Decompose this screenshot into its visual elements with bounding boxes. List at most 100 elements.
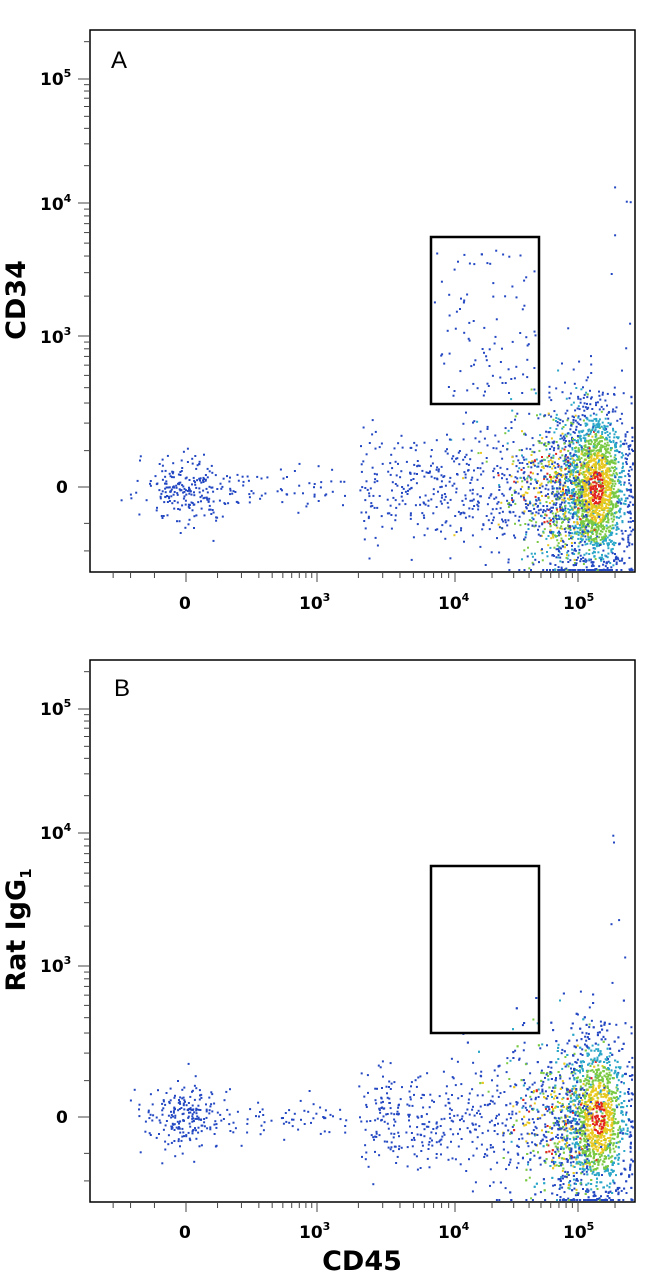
event-dot	[615, 526, 618, 529]
event-dot	[531, 512, 534, 515]
event-dot	[629, 517, 632, 520]
event-dot	[607, 444, 610, 447]
event-dot	[614, 459, 617, 462]
event-dot	[374, 478, 377, 481]
event-dot	[590, 1139, 593, 1142]
event-dot	[414, 449, 417, 452]
event-dot	[520, 468, 523, 471]
event-dot	[476, 503, 479, 506]
event-dot	[579, 1161, 582, 1164]
event-dot	[188, 507, 191, 509]
event-dot	[563, 1122, 566, 1124]
event-dot	[448, 314, 451, 317]
event-dot	[416, 460, 419, 462]
event-dot	[562, 426, 565, 428]
event-dot	[605, 474, 608, 477]
event-dot	[583, 505, 585, 508]
event-dot	[462, 477, 465, 480]
event-dot	[576, 515, 579, 518]
event-dot	[612, 495, 615, 498]
event-dot	[539, 534, 542, 537]
event-dot	[319, 486, 322, 489]
event-dot	[594, 520, 597, 523]
event-dot	[202, 489, 205, 492]
event-dot	[589, 1155, 592, 1158]
event-dot	[616, 473, 619, 476]
event-dot	[559, 507, 562, 510]
event-dot	[606, 430, 609, 433]
event-dot	[590, 535, 592, 538]
event-dot	[501, 533, 504, 536]
event-dot	[606, 1061, 609, 1064]
event-dot	[579, 540, 582, 543]
event-dot	[589, 1165, 592, 1168]
event-dot	[604, 1141, 607, 1144]
event-dot	[584, 532, 587, 535]
event-dot	[595, 404, 597, 407]
event-dot	[587, 406, 590, 409]
event-dot	[632, 450, 634, 452]
event-dot	[581, 535, 584, 538]
event-dot	[598, 426, 601, 429]
event-dot	[234, 491, 237, 493]
event-dot	[628, 452, 631, 455]
event-dot	[175, 486, 178, 489]
event-dot	[524, 433, 527, 436]
event-dot	[624, 497, 627, 500]
event-dot	[182, 491, 185, 494]
event-dot	[183, 487, 186, 490]
event-dot	[565, 397, 568, 400]
event-dot	[590, 1169, 593, 1172]
event-dot	[555, 452, 558, 455]
event-dot	[511, 340, 514, 343]
event-dot	[630, 396, 633, 399]
event-dot	[620, 529, 623, 532]
event-dot	[508, 488, 511, 491]
event-dot	[577, 397, 580, 400]
event-dot	[193, 494, 196, 497]
event-dot	[508, 503, 511, 506]
event-dot	[172, 462, 175, 465]
event-dot	[587, 536, 590, 539]
event-dot	[534, 502, 537, 505]
event-dot	[594, 477, 596, 480]
event-dot	[557, 444, 560, 447]
event-dot	[589, 478, 592, 481]
event-dot	[593, 1089, 596, 1092]
event-dot	[523, 478, 526, 481]
event-dot	[612, 564, 615, 567]
event-dot	[547, 443, 550, 446]
event-dot	[560, 547, 562, 550]
event-dot	[582, 481, 585, 484]
event-dot	[598, 424, 601, 427]
event-dot	[497, 474, 500, 477]
event-dot	[260, 494, 263, 497]
event-dot	[591, 496, 594, 499]
event-dot	[590, 440, 593, 443]
event-dot	[561, 454, 564, 457]
event-dot	[593, 464, 596, 467]
event-dot	[571, 439, 574, 442]
event-dot	[541, 559, 544, 562]
event-dot	[485, 457, 488, 459]
event-dot	[543, 528, 546, 531]
event-dot	[588, 1062, 591, 1065]
event-dot	[593, 1193, 596, 1196]
event-dot	[587, 455, 590, 458]
event-dot	[541, 552, 544, 555]
event-dot	[605, 513, 608, 516]
event-dot	[601, 530, 604, 533]
event-dot	[593, 540, 596, 543]
event-dot	[531, 1199, 534, 1201]
event-dot	[605, 450, 608, 453]
event-dot	[612, 466, 614, 469]
event-dot	[576, 407, 579, 410]
event-dot	[566, 1042, 569, 1045]
event-dot	[549, 562, 552, 565]
event-dot	[608, 512, 611, 515]
event-dot	[532, 463, 535, 466]
event-dot	[590, 505, 593, 508]
event-dot	[583, 553, 586, 556]
event-dot	[613, 462, 615, 465]
event-dot	[534, 514, 537, 517]
